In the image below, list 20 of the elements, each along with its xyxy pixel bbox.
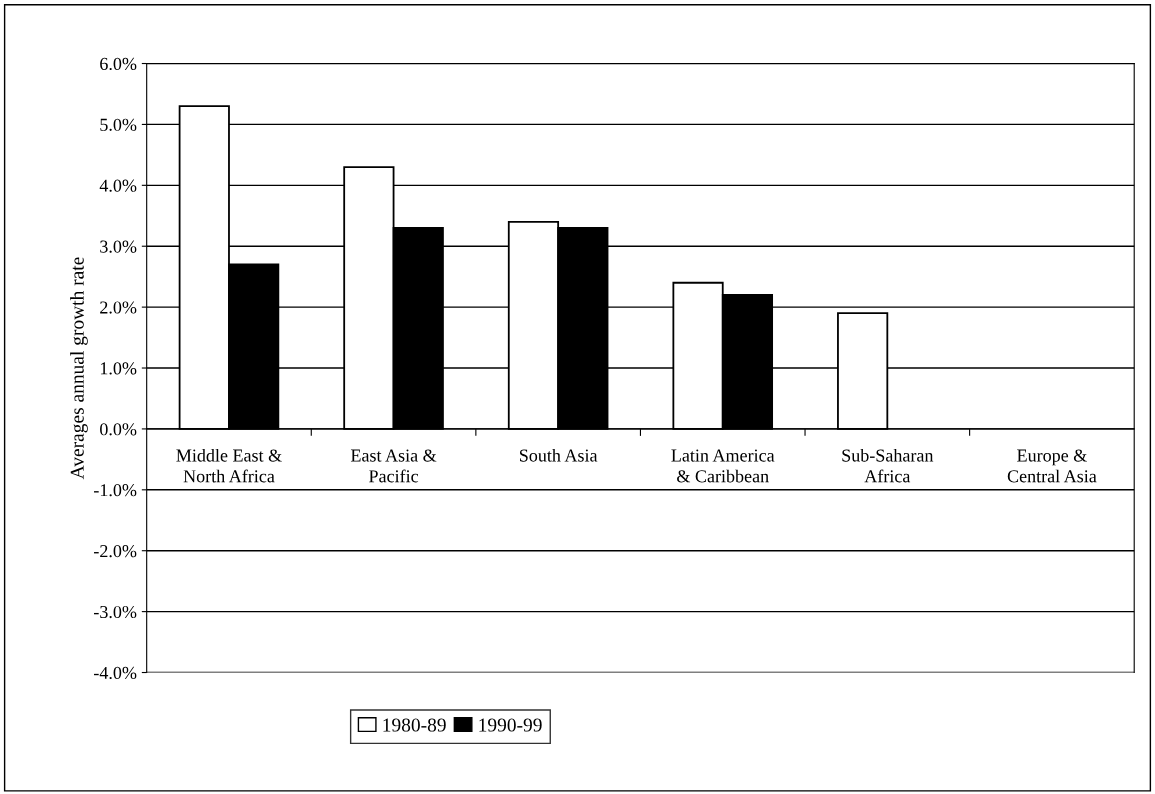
- x-tick-label: South Asia: [519, 448, 598, 462]
- y-tick-label: 0.0%: [100, 423, 137, 436]
- x-tick-label: East Asia & Pacific: [350, 449, 437, 483]
- y-tick-label: 3.0%: [100, 240, 137, 253]
- legend-label: 1990-99: [479, 718, 542, 732]
- y-tick-label: -3.0%: [94, 605, 137, 619]
- x-tick-label: Latin America & Caribbean: [671, 449, 775, 483]
- y-tick-label: 1.0%: [100, 362, 137, 375]
- y-tick-label: 2.0%: [100, 301, 137, 314]
- x-tick-label: Middle East & North Africa: [176, 448, 282, 483]
- x-tick-label: Europe & Central Asia: [1007, 449, 1097, 483]
- y-tick-label: -4.0%: [94, 666, 137, 680]
- y-tick-label: -1.0%: [94, 484, 137, 497]
- legend-label: 1980-89: [383, 718, 446, 732]
- y-tick-label: -2.0%: [94, 544, 137, 558]
- y-tick-label: 4.0%: [99, 179, 137, 192]
- y-tick-label: 5.0%: [100, 118, 137, 131]
- y-tick-label: 6.0%: [100, 57, 137, 71]
- x-tick-label: Sub-Saharan Africa: [842, 448, 934, 483]
- y-axis-title: Averages annual growth rate: [70, 257, 88, 480]
